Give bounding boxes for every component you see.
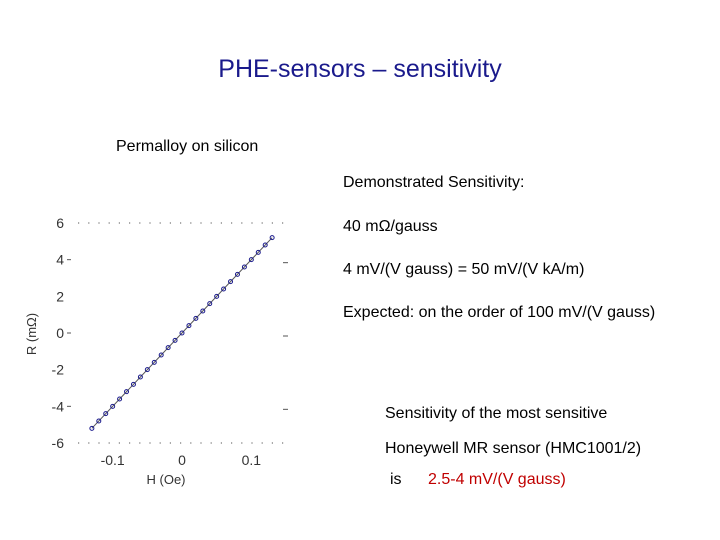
honeywell-value: 2.5-4 mV/(V gauss) — [428, 471, 566, 488]
data-point — [144, 367, 150, 373]
data-point — [200, 308, 206, 314]
y-tick-label: 4 — [56, 252, 64, 268]
data-point — [179, 330, 185, 336]
data-point — [186, 323, 192, 329]
data-point — [193, 315, 199, 321]
sensitivity-chart: 6 4 2 0 -2 -4 -6 -0.1 0 0.1 H (Oe) R (mΩ) — [24, 215, 288, 487]
honeywell-line-2: Honeywell MR sensor (HMC1001/2) — [385, 440, 642, 457]
fit-line — [91, 237, 273, 429]
data-point — [89, 425, 95, 431]
sensitivity-mv: 4 mV/(V gauss) = 50 mV/(V kA/m) — [343, 261, 585, 278]
x-tick-label: -0.1 — [101, 452, 125, 468]
data-point — [103, 411, 109, 417]
honeywell-line-1: Sensitivity of the most sensitive — [385, 405, 608, 422]
data-point — [151, 359, 157, 365]
y-tick-label: 6 — [56, 215, 64, 231]
data-point — [248, 257, 254, 263]
y-tick-label: -4 — [52, 398, 65, 414]
y-tick-label: 0 — [56, 325, 64, 341]
x-axis-label: H (Oe) — [147, 472, 186, 487]
data-point — [228, 279, 234, 285]
data-point — [172, 337, 178, 343]
y-tick-label: -6 — [52, 435, 65, 451]
data-point — [130, 381, 136, 387]
data-point — [117, 396, 123, 402]
sensitivity-ohm: 40 mΩ/gauss — [343, 218, 438, 235]
x-tick-labels: -0.1 0 0.1 — [101, 452, 262, 468]
data-point — [241, 264, 247, 270]
data-point — [96, 418, 102, 424]
y-tick-label: 2 — [56, 288, 64, 304]
slide-subtitle: Permalloy on silicon — [116, 138, 259, 155]
data-point — [214, 293, 220, 299]
data-point — [165, 345, 171, 351]
x-tick-label: 0.1 — [242, 452, 262, 468]
y-tick-labels: 6 4 2 0 -2 -4 -6 — [52, 215, 288, 451]
y-axis-label: R (mΩ) — [24, 313, 39, 355]
data-point — [124, 389, 130, 395]
data-points — [89, 235, 275, 431]
data-point — [255, 249, 261, 255]
data-point — [158, 352, 164, 358]
data-point — [110, 403, 116, 409]
y-tick-label: -2 — [52, 362, 65, 378]
data-point — [234, 271, 240, 277]
data-point — [137, 374, 143, 380]
expected-sensitivity: Expected: on the order of 100 mV/(V gaus… — [343, 304, 656, 321]
data-point — [269, 235, 275, 241]
x-tick-label: 0 — [178, 452, 186, 468]
slide-title: PHE-sensors – sensitivity — [218, 55, 502, 83]
data-point — [262, 242, 268, 248]
honeywell-is: is — [390, 471, 402, 488]
data-point — [207, 301, 213, 307]
demonstrated-heading: Demonstrated Sensitivity: — [343, 174, 525, 191]
data-point — [221, 286, 227, 292]
